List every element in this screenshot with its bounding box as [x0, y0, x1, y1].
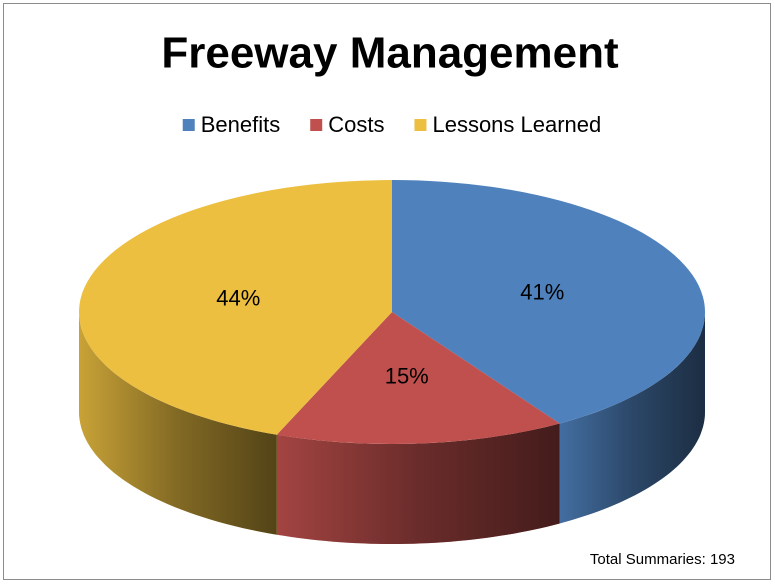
data-label: 41% — [520, 279, 564, 304]
slice — [392, 180, 706, 424]
legend-label: Lessons Learned — [432, 112, 601, 137]
slice-side-shade — [559, 312, 705, 524]
legend-swatch — [182, 119, 195, 131]
data-label: 44% — [216, 285, 260, 310]
chart-title: Freeway Management — [161, 29, 619, 78]
slice-side-shade — [276, 423, 560, 544]
slice — [78, 180, 392, 435]
slice-side-shade — [79, 312, 277, 535]
legend-swatch — [414, 119, 427, 131]
annotation: Total Summaries: 193 — [590, 551, 735, 568]
data-label: 15% — [385, 364, 429, 389]
slice — [276, 312, 560, 445]
legend-swatch — [310, 119, 323, 131]
legend-label: Benefits — [201, 112, 281, 137]
legend-label: Costs — [328, 112, 384, 137]
